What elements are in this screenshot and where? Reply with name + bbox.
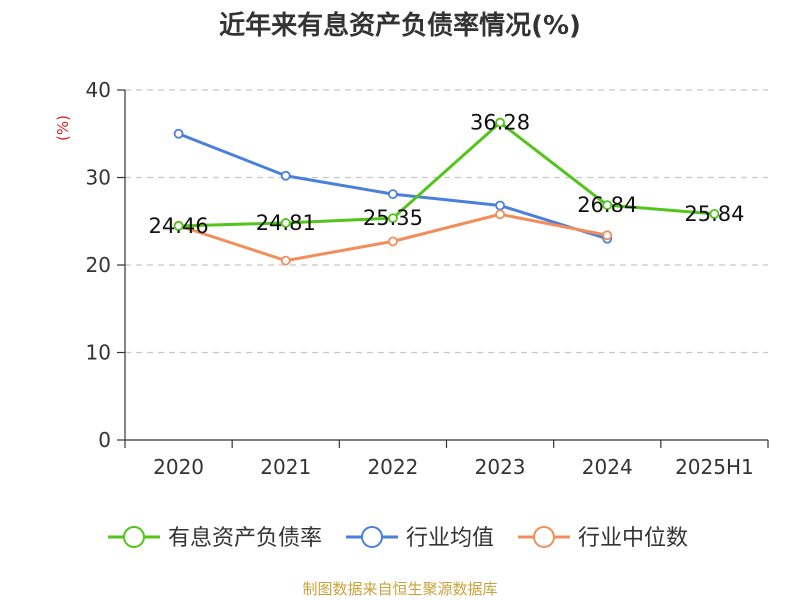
data-label: 24.46	[149, 214, 209, 238]
data-point[interactable]	[388, 236, 398, 247]
series-lines	[173, 117, 720, 266]
data-point[interactable]	[280, 218, 291, 228]
data-label: 26.84	[577, 193, 637, 217]
legend-label: 行业中位数	[578, 526, 688, 551]
data-point[interactable]	[173, 128, 184, 139]
y-axis-label: (%)	[54, 115, 72, 141]
series-line	[178, 121, 715, 228]
source-note: 制图数据来自恒生聚源数据库	[302, 580, 497, 598]
legend-label: 有息资产负债率	[168, 526, 322, 551]
legend-item-2[interactable]: 行业中位数	[518, 526, 688, 551]
legend-marker	[361, 526, 383, 548]
data-point[interactable]	[388, 189, 398, 200]
y-tick-label: 30	[86, 166, 111, 190]
data-label: 36.28	[470, 111, 530, 135]
y-tick-label: 20	[86, 253, 111, 277]
legend-item-0[interactable]: 有息资产负债率	[108, 526, 322, 551]
data-point[interactable]	[495, 117, 505, 128]
data-point[interactable]	[280, 170, 291, 181]
x-tick-label: 2021	[260, 455, 311, 479]
axes: 0 10 20 30 40 2020 2021 2022 2023 2024 2025H1	[86, 78, 769, 479]
data-point[interactable]	[495, 200, 505, 211]
x-tick-label: 2023	[475, 455, 526, 479]
data-point[interactable]	[173, 221, 184, 231]
y-tick-label: 40	[86, 78, 111, 102]
data-point[interactable]	[495, 209, 505, 220]
data-label: 25.35	[363, 206, 423, 230]
series-0	[173, 117, 720, 231]
legend-marker	[533, 526, 555, 548]
grid-lines	[125, 89, 768, 354]
legend-marker	[123, 526, 145, 548]
y-tick-label: 0	[98, 428, 111, 452]
y-tick-label: 10	[86, 341, 111, 365]
legend-label: 行业均值	[406, 526, 494, 551]
data-point[interactable]	[602, 230, 613, 241]
x-tick-label: 2022	[367, 455, 418, 479]
x-tick-label: 2025H1	[675, 455, 754, 479]
legend: 有息资产负债率 行业均值 行业中位数	[108, 526, 688, 551]
data-label: 24.81	[256, 211, 316, 235]
chart-title: 近年来有息资产负债率情况(%)	[219, 10, 581, 41]
data-labels: 24.46 24.81 25.35 36.28 26.84 25.84	[149, 111, 745, 238]
legend-item-1[interactable]: 行业均值	[346, 526, 494, 551]
data-label: 25.84	[684, 202, 744, 226]
data-point[interactable]	[602, 200, 613, 211]
data-point[interactable]	[280, 255, 291, 266]
data-point[interactable]	[388, 213, 398, 224]
data-point[interactable]	[709, 208, 720, 219]
x-tick-label: 2020	[153, 455, 204, 479]
x-tick-label: 2024	[582, 455, 633, 479]
